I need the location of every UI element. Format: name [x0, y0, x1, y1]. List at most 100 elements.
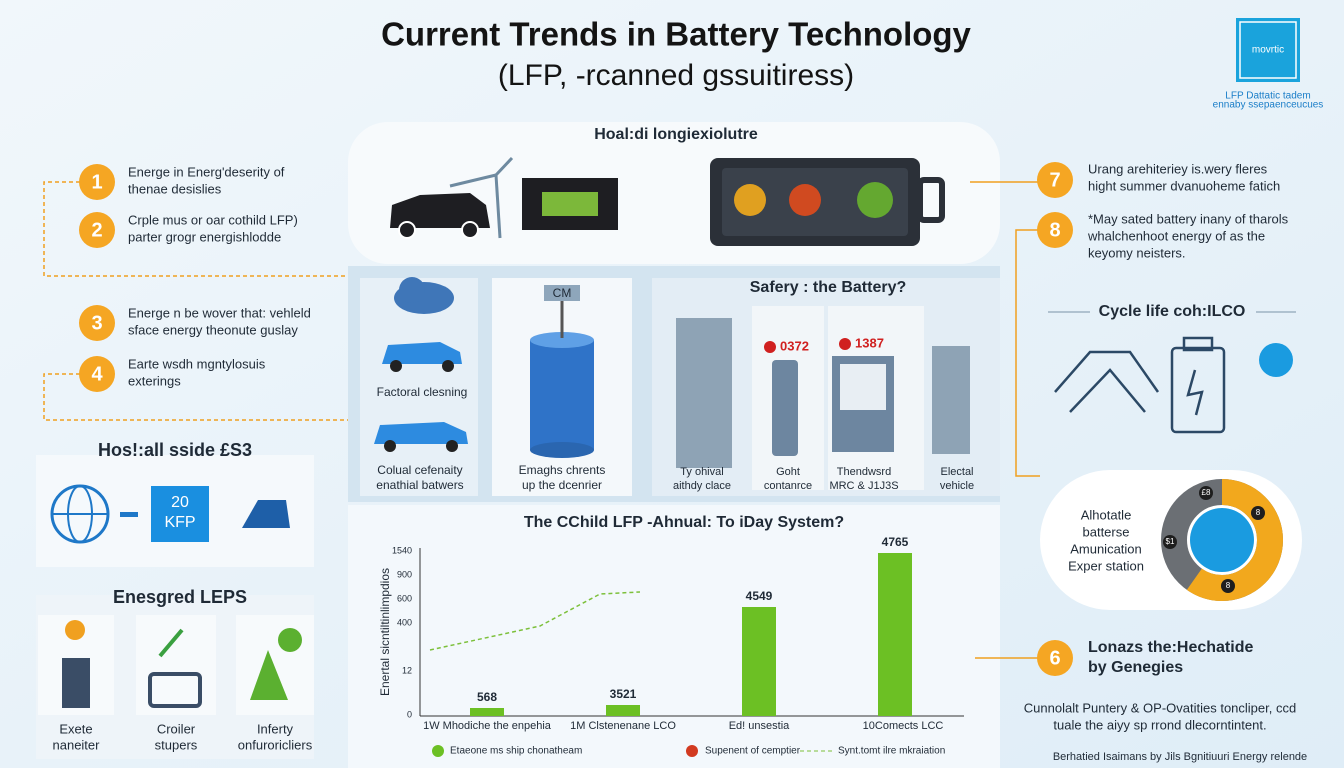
badge-number: 8	[1049, 219, 1060, 241]
item-text: Crple mus or oar cothild LFP)	[128, 212, 298, 227]
y-tick-label: 400	[397, 617, 412, 627]
bar	[742, 607, 776, 716]
panel-title: Enesgred LEPS	[113, 587, 247, 607]
donut-mark: $1	[1166, 537, 1175, 546]
card-label: aithdy clace	[673, 480, 731, 492]
y-tick-label: 12	[402, 665, 412, 675]
x-category: 10Comects LCC	[863, 720, 944, 732]
donut-marker	[1221, 579, 1235, 593]
card-label: Emaghs chrents	[519, 463, 606, 477]
subtitle: (LFP, -rcanned gssuitiress)	[498, 59, 854, 92]
donut-marker	[1199, 486, 1213, 500]
y-tick-label: 900	[397, 569, 412, 579]
box-value: 20	[171, 494, 189, 511]
item-text: Urang arehiteriey is.wery fleres	[1088, 161, 1268, 176]
donut-text: Amunication	[1070, 541, 1142, 556]
card-label: enathial batwers	[376, 478, 463, 492]
badge-dot	[764, 341, 776, 353]
panel-item: stupers	[155, 737, 198, 752]
card-label: up the dcenrier	[522, 478, 602, 492]
donut-center	[1190, 508, 1254, 572]
badge-text: 1387	[855, 335, 884, 350]
bar	[878, 553, 912, 716]
donut-text: Alhotatle	[1081, 507, 1132, 522]
badge-number: 7	[1049, 169, 1060, 191]
cloud-icon	[394, 277, 454, 314]
connector	[1015, 229, 1040, 477]
donut-mark: 8	[1226, 581, 1231, 590]
card-label: Electal	[940, 466, 973, 478]
item-text: thenae desislies	[128, 181, 222, 196]
card-label: Thendwsrd	[837, 466, 891, 478]
x-category: 1M Clstenenane LCO	[570, 720, 676, 732]
cylinder-cell	[530, 285, 594, 458]
footer-text: Cunnolalt Puntery & OP-Ovatities tonclip…	[1024, 700, 1296, 715]
icon	[62, 658, 90, 708]
badge-dot	[839, 338, 851, 350]
panel-item: onfuroricliers	[238, 737, 313, 752]
number-badge	[79, 212, 115, 248]
car-blue	[374, 422, 468, 452]
panel-item: naneiter	[53, 737, 101, 752]
bar-label: 3521	[610, 687, 637, 701]
trend-line	[429, 591, 641, 651]
bar	[470, 708, 504, 716]
panel-item: Croiler	[157, 721, 196, 736]
donut-mark: 8	[1256, 508, 1261, 517]
number-badge	[79, 305, 115, 341]
connector	[43, 373, 348, 421]
cabinet	[932, 346, 970, 454]
icon	[148, 672, 202, 708]
item-text: keyomy neisters.	[1088, 245, 1186, 260]
number-badge	[1037, 640, 1073, 676]
cell	[772, 360, 798, 456]
footer-text: tuale the aiyy sp rrond dlecorntintent.	[1053, 717, 1266, 732]
item-text: Energe in Energ'deserity of	[128, 164, 285, 179]
card-label: Colual cefenaity	[377, 463, 462, 477]
legend-dot	[686, 745, 698, 757]
box-value: KFP	[164, 514, 195, 531]
cycle-icons	[1054, 336, 1226, 434]
turbine-icon	[449, 156, 514, 239]
charger-screen	[840, 364, 886, 410]
logo-frame	[1239, 21, 1297, 79]
badge-number: 3	[91, 312, 102, 334]
equals-icon	[120, 512, 138, 517]
donut-text: batterse	[1083, 524, 1130, 539]
y-tick-label: 1540	[392, 545, 412, 555]
badge-number: 1	[91, 171, 102, 193]
number-badge	[1037, 212, 1073, 248]
legend-dot	[432, 745, 444, 757]
car-top-icon	[242, 500, 290, 528]
cabinet	[676, 318, 732, 468]
number-badge	[1037, 162, 1073, 198]
icon	[250, 650, 288, 700]
item-text: parter grogr energishlodde	[128, 229, 281, 244]
x-category: 1W Mhodiche the enpehia	[423, 720, 552, 732]
card-label: vehicle	[940, 480, 974, 492]
item-text: hight summer dvanuoheme fatich	[1088, 178, 1280, 193]
badge-text: 0372	[780, 338, 809, 353]
title: Current Trends in Battery Technology	[381, 16, 971, 53]
card-label: contanrce	[764, 480, 812, 492]
y-tick-label: 600	[397, 593, 412, 603]
logo-box	[1236, 18, 1300, 82]
card-tag: CM	[553, 286, 572, 300]
donut-text: Exper station	[1068, 558, 1144, 573]
number-badge	[79, 356, 115, 392]
badge-number: 2	[91, 219, 102, 241]
badge-number: 4	[91, 363, 103, 385]
credit: Berhatied Isaimans by Jils Bgnitiuuri En…	[1053, 751, 1307, 763]
banner-label: Hoal:di longiexiolutre	[594, 126, 758, 143]
panel-item: Inferty	[257, 721, 294, 736]
safety-title: Safery : the Battery?	[750, 279, 907, 296]
logo-text: movrtic	[1252, 45, 1284, 56]
connector	[43, 181, 348, 277]
car-icon	[390, 193, 490, 239]
card	[360, 278, 478, 496]
item6-text: Lonazs the:Hechatide	[1088, 639, 1253, 656]
donut-marker	[1163, 535, 1177, 549]
item-text: exterings	[128, 373, 181, 388]
